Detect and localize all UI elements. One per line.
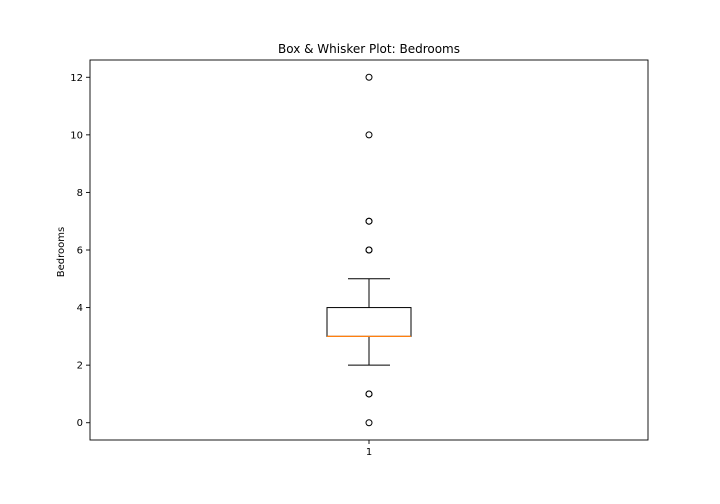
y-tick-label: 4	[77, 303, 83, 314]
y-tick-label: 10	[70, 130, 83, 141]
outlier-point	[365, 131, 373, 139]
y-axis-label: Bedrooms	[56, 227, 67, 277]
outlier-point	[365, 419, 373, 427]
outlier-point	[365, 73, 373, 81]
y-tick-label: 6	[77, 246, 83, 257]
x-tick-label: 1	[366, 447, 372, 458]
y-tick-label: 0	[77, 418, 83, 429]
outlier-point	[365, 390, 373, 398]
y-tick-label: 8	[77, 188, 83, 199]
y-tick-label: 12	[70, 73, 83, 84]
chart-title: Box & Whisker Plot: Bedrooms	[278, 42, 460, 56]
y-tick-label: 2	[77, 361, 83, 372]
outlier-point	[365, 217, 373, 225]
plot-area: 0 2 4 6 8 10 12 1	[70, 59, 649, 458]
outlier-point	[365, 246, 373, 254]
